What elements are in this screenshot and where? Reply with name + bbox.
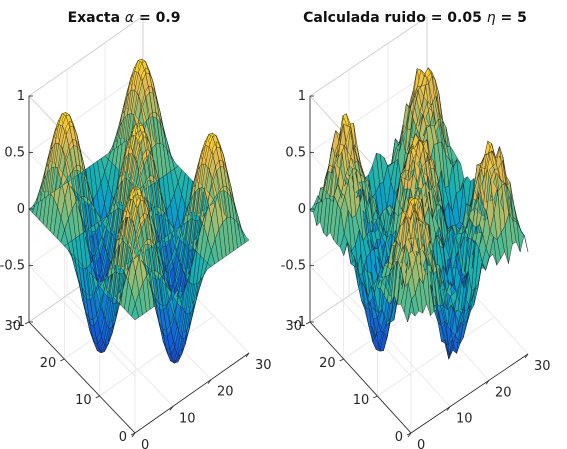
surface-mesh — [28, 58, 250, 364]
grid-line — [377, 316, 495, 397]
z-tick-label: -1 — [12, 315, 25, 330]
z-tick-label: 1 — [298, 89, 306, 104]
x-tick-label: 30 — [534, 359, 551, 374]
y-tick-label: 10 — [75, 393, 92, 408]
surface-patch — [520, 230, 529, 252]
x-tick-label: 0 — [417, 438, 425, 449]
y-tick-mark — [24, 321, 30, 325]
x-tick-label: 10 — [179, 411, 196, 426]
z-tick-label: 0.5 — [285, 146, 306, 161]
y-tick-mark — [339, 358, 344, 362]
y-tick-mark — [95, 395, 100, 399]
y-tick-label: 30 — [285, 319, 302, 334]
y-tick-mark — [60, 358, 65, 362]
z-tick-label: 0.5 — [4, 146, 25, 161]
axis-line — [309, 321, 412, 434]
surface-mesh — [309, 67, 529, 360]
y-tick-mark — [305, 321, 311, 325]
x-tick-mark — [245, 352, 250, 358]
y-tick-mark — [373, 395, 378, 399]
x-tick-label: 20 — [495, 385, 512, 400]
axis-box-edge — [309, 16, 428, 97]
plot-title: Calculada ruido = 0.05 η = 5 — [303, 10, 527, 26]
z-tick-label: -1 — [293, 315, 306, 330]
x-tick-mark — [524, 353, 529, 359]
y-tick-label: 20 — [40, 356, 57, 371]
x-tick-label: 20 — [217, 385, 234, 400]
z-tick-label: -0.5 — [0, 259, 25, 274]
axis-line — [28, 321, 136, 434]
y-tick-label: 30 — [4, 319, 21, 334]
grid-line — [99, 315, 214, 397]
x-tick-mark — [169, 406, 174, 411]
z-tick-label: -0.5 — [281, 259, 306, 274]
x-tick-label: 0 — [141, 438, 149, 449]
axis-line — [134, 352, 250, 434]
axis-box-edge — [28, 15, 144, 97]
x-tick-label: 30 — [255, 358, 272, 373]
x-tick-label: 10 — [456, 412, 473, 427]
y-tick-label: 10 — [353, 393, 370, 408]
axis-line — [410, 353, 529, 434]
z-tick-label: 0 — [17, 202, 25, 217]
y-tick-mark — [130, 432, 136, 436]
y-tick-label: 20 — [319, 356, 336, 371]
y-tick-label: 0 — [395, 430, 403, 445]
plot-title: Exacta α = 0.9 — [68, 10, 181, 26]
y-tick-label: 0 — [119, 430, 127, 445]
grid-line — [66, 295, 174, 407]
z-tick-label: 1 — [17, 89, 25, 104]
title-greek-symbol: η — [487, 10, 496, 26]
x-tick-mark — [207, 379, 212, 384]
x-tick-mark — [446, 406, 451, 411]
x-tick-mark — [485, 380, 490, 385]
z-tick-label: 0 — [298, 202, 306, 217]
y-tick-mark — [406, 432, 412, 436]
surface-patch — [241, 229, 250, 244]
title-greek-symbol: α — [125, 10, 135, 26]
